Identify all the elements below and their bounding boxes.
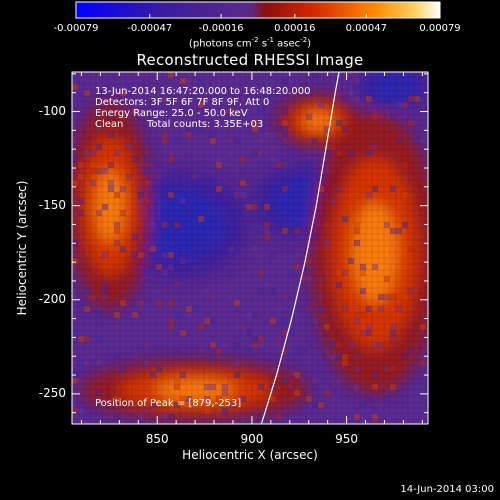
colorbar-unit: (photons cm-2 s-1 asec-2) (188, 36, 312, 50)
colorbar-tick-label: -0.00079 (53, 23, 99, 34)
annotation-peak-position: Position of Peak = [879,-253] (95, 398, 242, 409)
plot-frame (71, 71, 429, 425)
x-tick-label: 900 (240, 432, 264, 446)
colorbar-tick-label: 0.00079 (419, 23, 461, 34)
y-tick-label: -250 (38, 385, 66, 400)
colorbar-tick-label: 0.00016 (274, 23, 316, 34)
y-axis-label: Heliocentric Y (arcsec) (15, 180, 29, 316)
colorbar (75, 1, 441, 19)
annotation-energy-range: Energy Range: 25.0 - 50.0 keV (95, 108, 248, 119)
annotation-clean: Clean (95, 119, 124, 130)
annotation-time-range: 13-Jun-2014 16:47:20.000 to 16:48:20.000 (95, 86, 311, 97)
y-tick-label: -100 (38, 103, 66, 118)
x-tick-label: 950 (335, 432, 359, 446)
y-tick-label: -150 (38, 197, 66, 212)
solar-limb-curve (260, 72, 340, 424)
colorbar-tick-label: -0.00047 (127, 23, 173, 34)
x-axis-label: Heliocentric X (arcsec) (182, 448, 318, 462)
colorbar-tick-label: 0.00047 (345, 23, 387, 34)
timestamp: 14-Jun-2014 03:00 (400, 484, 494, 495)
annotation-total-counts: Total counts: 3.35E+03 (147, 119, 264, 130)
annotation-detectors: Detectors: 3F 5F 6F 7F 8F 9F, Att 0 (95, 97, 270, 108)
axis-ticks (72, 72, 428, 424)
x-tick-label: 850 (145, 432, 169, 446)
colorbar-ticks (75, 14, 441, 18)
chart-title: Reconstructed RHESSI Image (136, 51, 364, 69)
y-tick-label: -200 (38, 291, 66, 306)
colorbar-gradient (75, 1, 441, 19)
colorbar-tick-label: -0.00016 (198, 23, 244, 34)
